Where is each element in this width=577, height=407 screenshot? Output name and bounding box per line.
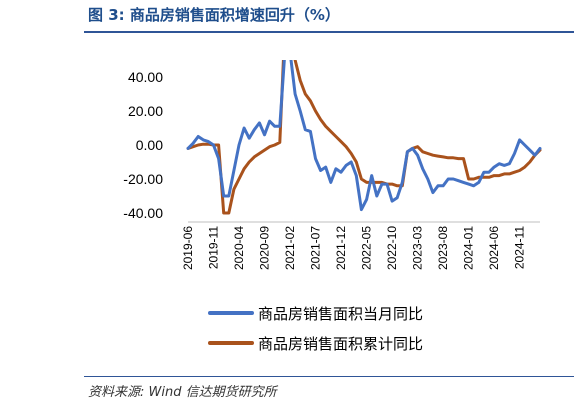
series-line-1 xyxy=(186,60,542,215)
series-layer xyxy=(186,60,542,215)
y-axis: -40.00 -20.00 0.00 20.00 40.00 xyxy=(123,69,163,221)
legend-label-1: 商品房销售面积累计同比 xyxy=(258,335,423,353)
x-tick-label: 2019-06 xyxy=(181,226,195,270)
y-tick-label: 40.00 xyxy=(128,69,163,85)
legend-label-0: 商品房销售面积当月同比 xyxy=(258,305,423,323)
y-tick-label: 0.00 xyxy=(136,137,163,153)
x-tick-label: 2020-04 xyxy=(232,226,246,270)
source-note: 资料来源: Wind 信达期货研究所 xyxy=(88,385,277,400)
y-tick-label: 20.00 xyxy=(128,103,163,119)
title-rule xyxy=(84,31,574,33)
x-tick-label: 2021-07 xyxy=(309,226,323,270)
series-line-0 xyxy=(186,60,542,212)
x-tick-label: 2024-06 xyxy=(487,226,501,270)
x-tick-label: 2022-10 xyxy=(385,226,399,270)
figure-title: 图 3: 商品房销售面积增速回升（%） xyxy=(88,6,340,24)
x-tick-label: 2023-03 xyxy=(411,226,425,270)
x-tick-label: 2024-11 xyxy=(513,226,527,269)
x-tick-label: 2024-01 xyxy=(462,226,476,270)
x-tick-label: 2020-09 xyxy=(258,226,272,270)
y-tick-label: -20.00 xyxy=(123,171,163,187)
x-tick-label: 2023-08 xyxy=(436,226,450,270)
x-tick-label: 2021-02 xyxy=(283,226,297,270)
x-tick-label: 2021-12 xyxy=(334,226,348,270)
x-tick-label: 2022-05 xyxy=(360,226,374,270)
x-axis: 2019-06 2019-11 2020-04 2020-09 2021-02 2021-… xyxy=(181,221,540,270)
x-tick-label: 2019-11 xyxy=(207,226,221,269)
source-rule xyxy=(84,376,574,377)
y-tick-label: -40.00 xyxy=(123,205,163,221)
